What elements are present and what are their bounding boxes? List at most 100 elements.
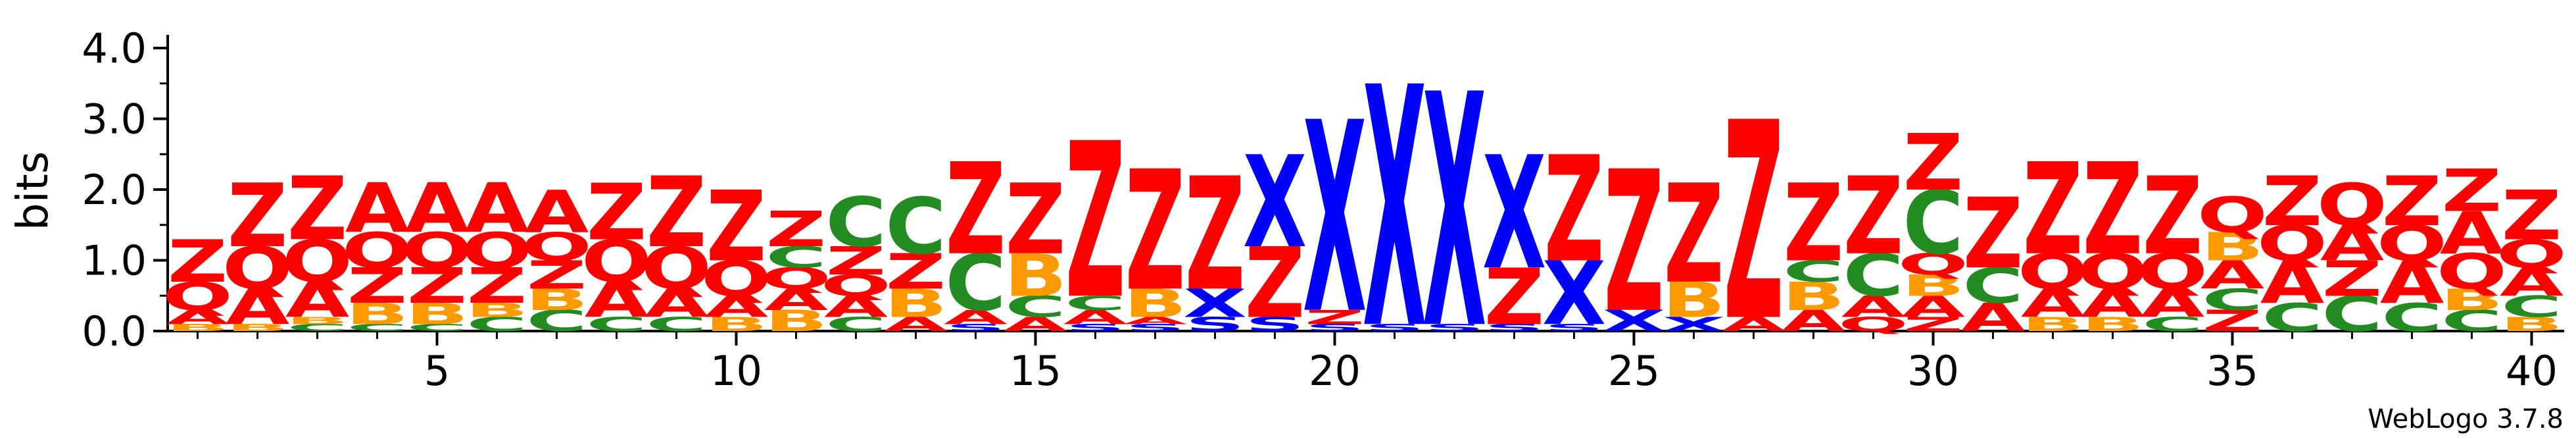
logo-letter-a: A — [345, 170, 410, 249]
logo-letter-q: Q — [761, 262, 831, 296]
logo-letter-c: C — [1783, 255, 1844, 288]
x-tick-label: 30 — [1907, 347, 1959, 395]
logo-letter-a: A — [1722, 313, 1786, 336]
logo-letter-z: Z — [2023, 137, 2083, 284]
logo-letter-a: A — [2320, 216, 2385, 272]
logo-letter-a: A — [704, 290, 769, 324]
weblogo-credit: WebLogo 3.7.8 — [2368, 404, 2564, 434]
logo-letter-c: C — [2381, 296, 2442, 340]
logo-letter-q: Q — [402, 222, 472, 279]
logo-letter-z: Z — [1843, 155, 1903, 279]
logo-letter-s: S — [1245, 313, 1305, 336]
logo-letter-z: Z — [228, 165, 287, 267]
stack-pos-24: SXZ — [1542, 126, 1606, 345]
logo-letter-b: B — [1782, 274, 1845, 319]
logo-letter-c: C — [2262, 296, 2323, 340]
logo-letter-z: Z — [587, 167, 646, 257]
logo-letter-c: C — [766, 241, 827, 274]
logo-letter-b: B — [226, 323, 289, 334]
x-tick-label: 25 — [1608, 347, 1660, 395]
logo-letter-z: Z — [646, 157, 706, 270]
logo-letter-z: Z — [168, 228, 228, 296]
logo-letter-z: Z — [1006, 164, 1065, 276]
x-tick-label: 40 — [2506, 347, 2558, 395]
logo-letter-a: A — [644, 282, 709, 326]
logo-letter-a: A — [824, 290, 888, 324]
logo-letter-a: A — [2440, 199, 2504, 267]
y-tick-label: 3.0 — [82, 95, 147, 143]
logo-letter-a: A — [884, 313, 948, 336]
x-tick-label: 10 — [710, 347, 762, 395]
logo-letter-b: B — [525, 283, 588, 317]
logo-letter-c: C — [885, 182, 946, 272]
logo-letter-b: B — [884, 282, 947, 326]
logo-letter-c: C — [825, 184, 887, 263]
logo-letter-b: B — [764, 304, 827, 338]
logo-letter-z: Z — [347, 258, 407, 315]
logo-letter-z: Z — [1903, 118, 1963, 208]
logo-letter-q: Q — [282, 228, 352, 296]
logo-letter-c: C — [406, 323, 468, 334]
logo-letter-q: Q — [2257, 216, 2327, 272]
logo-letter-a: A — [2021, 282, 2085, 326]
logo-letter-b: B — [166, 323, 229, 334]
logo-letter-a: A — [1841, 290, 1906, 324]
logo-letter-c: C — [2142, 313, 2203, 336]
logo-letter-a: A — [285, 272, 350, 329]
logo-letter-a: A — [2081, 282, 2145, 326]
y-tick-label: 4.0 — [82, 24, 147, 72]
y-tick-label: 0.0 — [82, 307, 147, 355]
logo-letter-q: Q — [2317, 171, 2387, 239]
logo-letter-z: Z — [1604, 130, 1664, 356]
logo-letter-z: Z — [706, 171, 766, 284]
logo-letter-z: Z — [1125, 136, 1185, 328]
logo-letter-x: X — [1482, 123, 1546, 305]
y-tick-label: 1.0 — [82, 237, 147, 285]
logo-letter-z: Z — [2502, 176, 2562, 255]
logo-letter-a: A — [1004, 313, 1068, 336]
logo-letter-c: C — [466, 313, 527, 336]
logo-letter-a: A — [2141, 282, 2205, 326]
logo-letter-q: Q — [2137, 244, 2208, 301]
logo-letter-z: Z — [2083, 137, 2143, 284]
logo-letter-s: S — [1125, 323, 1185, 334]
logo-letter-z: Z — [467, 258, 527, 315]
x-tick-label: 35 — [2206, 347, 2258, 395]
logo-letter-q: Q — [522, 225, 592, 270]
logo-letter-b: B — [2440, 283, 2503, 317]
logo-letter-z: Z — [1484, 252, 1544, 342]
logo-letter-b: B — [345, 297, 408, 331]
logo-letter-s: S — [1544, 323, 1604, 334]
logo-letter-q: Q — [162, 274, 233, 319]
logo-letter-b: B — [1662, 272, 1725, 329]
x-tick-label: 5 — [424, 347, 450, 395]
logo-letter-x: X — [1662, 313, 1726, 336]
stack-pos-22: SX — [1422, 26, 1486, 400]
logo-letter-c: C — [2202, 283, 2263, 317]
logo-letter-z: Z — [407, 258, 467, 315]
stack-pos-20: SZX — [1303, 66, 1367, 372]
logo-letter-z: Z — [1544, 126, 1604, 296]
logo-letter-a: A — [1123, 315, 1188, 326]
stack-pos-27: AZ — [1722, 65, 1786, 381]
logo-letter-q: Q — [2437, 244, 2507, 301]
logo-letter-a: A — [525, 178, 589, 245]
logo-letter-a: A — [1901, 290, 1966, 324]
logo-letter-s: S — [1484, 323, 1544, 334]
logo-letter-q: Q — [821, 269, 891, 303]
logo-letter-c: C — [825, 313, 887, 336]
logo-letter-z: Z — [946, 137, 1006, 284]
